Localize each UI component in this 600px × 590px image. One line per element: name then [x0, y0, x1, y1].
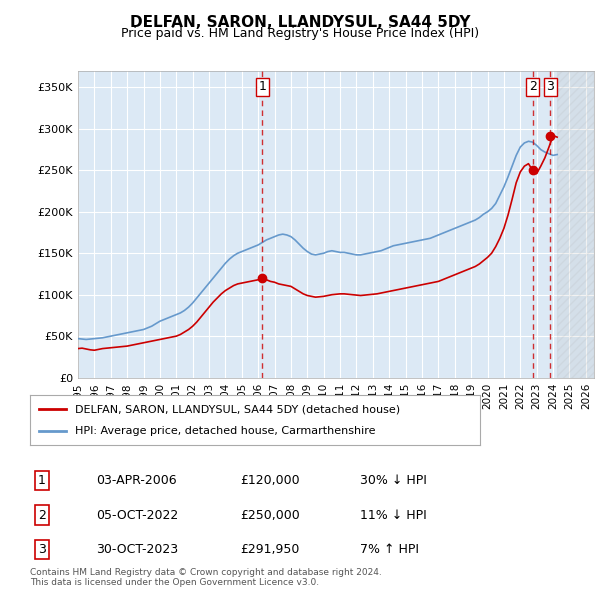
Text: £250,000: £250,000 [240, 509, 300, 522]
Text: 03-APR-2006: 03-APR-2006 [96, 474, 176, 487]
Text: 2: 2 [38, 509, 46, 522]
Text: DELFAN, SARON, LLANDYSUL, SA44 5DY (detached house): DELFAN, SARON, LLANDYSUL, SA44 5DY (deta… [75, 404, 400, 414]
Bar [557, 71, 594, 378]
Text: Contains HM Land Registry data © Crown copyright and database right 2024.
This d: Contains HM Land Registry data © Crown c… [30, 568, 382, 587]
Text: 3: 3 [38, 543, 46, 556]
Text: 3: 3 [547, 80, 554, 93]
Text: 1: 1 [38, 474, 46, 487]
Text: 2: 2 [529, 80, 536, 93]
Text: HPI: Average price, detached house, Carmarthenshire: HPI: Average price, detached house, Carm… [75, 427, 376, 437]
Text: 30-OCT-2023: 30-OCT-2023 [96, 543, 178, 556]
Text: £120,000: £120,000 [240, 474, 299, 487]
Text: £291,950: £291,950 [240, 543, 299, 556]
Text: 7% ↑ HPI: 7% ↑ HPI [360, 543, 419, 556]
Text: 11% ↓ HPI: 11% ↓ HPI [360, 509, 427, 522]
Text: 1: 1 [259, 80, 266, 93]
Text: 30% ↓ HPI: 30% ↓ HPI [360, 474, 427, 487]
Text: Price paid vs. HM Land Registry's House Price Index (HPI): Price paid vs. HM Land Registry's House … [121, 27, 479, 40]
Text: DELFAN, SARON, LLANDYSUL, SA44 5DY: DELFAN, SARON, LLANDYSUL, SA44 5DY [130, 15, 470, 30]
Text: 05-OCT-2022: 05-OCT-2022 [96, 509, 178, 522]
